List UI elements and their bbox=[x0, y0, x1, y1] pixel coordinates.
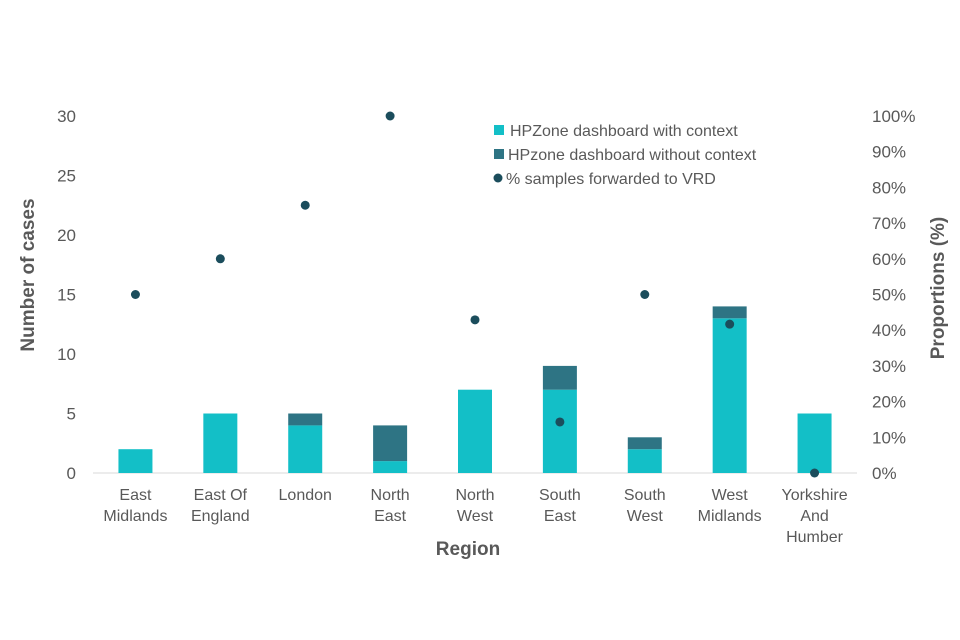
y2-tick-label: 50% bbox=[872, 286, 906, 305]
legend-label-vrd: % samples forwarded to VRD bbox=[506, 171, 716, 188]
y2-tick-label: 90% bbox=[872, 143, 906, 162]
y-tick-label: 15 bbox=[57, 286, 76, 305]
bar-without-context bbox=[373, 425, 408, 462]
vrd-point bbox=[130, 290, 140, 299]
x-category-label: East Midlands bbox=[103, 487, 167, 525]
vrd-point bbox=[215, 254, 225, 264]
legend-swatch-without-context bbox=[494, 149, 504, 159]
y-tick-label: 0 bbox=[67, 464, 76, 483]
bars-layer bbox=[118, 306, 832, 473]
x-axis-title: Region bbox=[436, 539, 500, 560]
y-tick-label: 10 bbox=[57, 345, 76, 364]
y2-tick-label: 40% bbox=[872, 321, 906, 340]
x-category-label: South East bbox=[539, 487, 581, 525]
legend-swatch-with-context bbox=[494, 125, 504, 135]
x-category-label: London bbox=[279, 487, 332, 504]
bar-without-context bbox=[288, 413, 323, 426]
bar-without-context bbox=[542, 365, 577, 390]
y-tick-label: 5 bbox=[67, 405, 76, 424]
y2-tick-label: 0% bbox=[872, 464, 897, 483]
vrd-point bbox=[470, 315, 480, 325]
bar-with-context bbox=[712, 318, 747, 473]
y-axis-title: Number of cases bbox=[18, 198, 39, 351]
y-tick-label: 25 bbox=[57, 167, 76, 186]
y2-tick-label: 100% bbox=[872, 107, 915, 126]
x-category-label: North East bbox=[371, 487, 410, 525]
y2-tick-label: 20% bbox=[872, 393, 906, 412]
x-category-label: West Midlands bbox=[698, 487, 762, 525]
bar-with-context bbox=[203, 413, 238, 473]
y2-tick-label: 70% bbox=[872, 214, 906, 233]
legend-marker-vrd bbox=[493, 173, 503, 183]
vrd-point bbox=[300, 200, 310, 210]
bar-without-context bbox=[627, 437, 662, 450]
vrd-point bbox=[810, 468, 820, 478]
y-tick-label: 20 bbox=[57, 226, 76, 245]
x-axis-categories: East Midlands East Of England London North Eas… bbox=[103, 487, 847, 546]
bar-with-context bbox=[458, 389, 492, 473]
y2-axis-title: Proportions (%) bbox=[928, 217, 949, 360]
vrd-point bbox=[385, 111, 395, 121]
y2-axis-ticks: 0% 10% 20% 30% 40% 50% 60% 70% 80% 90% 100% bbox=[872, 107, 915, 483]
legend-label-with-context: HPZone dashboard with context bbox=[510, 123, 738, 140]
legend-label-without-context: HPzone dashboard without context bbox=[508, 147, 757, 164]
bar-with-context bbox=[288, 425, 323, 473]
points-layer bbox=[130, 111, 820, 478]
bar-with-context bbox=[373, 461, 408, 473]
x-category-label: East Of England bbox=[191, 487, 250, 525]
y2-tick-label: 80% bbox=[872, 178, 906, 197]
bar-with-context bbox=[118, 449, 153, 473]
y2-tick-label: 10% bbox=[872, 428, 906, 447]
vrd-point bbox=[640, 290, 650, 299]
vrd-point bbox=[725, 319, 735, 329]
x-category-label: North West bbox=[455, 487, 494, 525]
bar-without-context bbox=[712, 306, 747, 319]
y-axis-ticks: 0 5 10 15 20 25 30 bbox=[57, 107, 76, 483]
bar-with-context bbox=[542, 389, 577, 473]
vrd-point bbox=[555, 417, 565, 427]
y2-tick-label: 30% bbox=[872, 357, 906, 376]
bar-with-context bbox=[627, 449, 662, 473]
x-category-label: Yorkshire And Humber bbox=[782, 487, 848, 546]
bar-with-context bbox=[797, 413, 832, 473]
y2-tick-label: 60% bbox=[872, 250, 906, 269]
y-tick-label: 30 bbox=[57, 107, 76, 126]
x-category-label: South West bbox=[624, 487, 666, 525]
legend: HPZone dashboard with context HPzone das… bbox=[493, 123, 757, 188]
